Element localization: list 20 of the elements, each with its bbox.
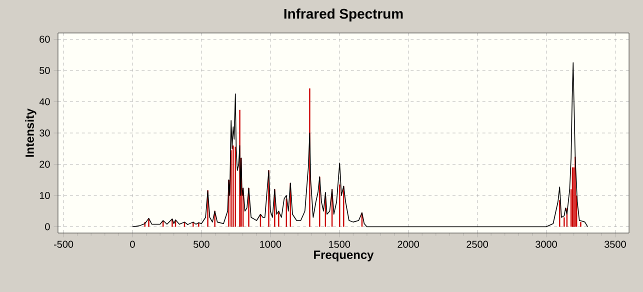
x-tick-label: 1500: [329, 240, 350, 248]
y-tick-label: 20: [40, 160, 50, 168]
x-tick-label: -500: [54, 240, 74, 248]
y-tick-label: 40: [39, 98, 50, 106]
x-tick-label: 3000: [536, 240, 557, 248]
x-tick-label: 0: [130, 240, 135, 248]
x-tick-label: 500: [194, 240, 210, 248]
y-axis-title: Intensity: [25, 108, 36, 157]
chart-title: Infrared Spectrum: [284, 8, 403, 22]
x-tick-label: 3500: [604, 240, 626, 248]
y-tick-label: 50: [40, 66, 50, 74]
x-tick-label: 2000: [398, 240, 420, 248]
y-tick-label: 30: [40, 129, 50, 137]
x-tick-label: 1000: [260, 240, 282, 248]
x-axis-title: Frequency: [314, 250, 374, 262]
x-tick-label: 2500: [466, 240, 488, 248]
line-series: [132, 62, 588, 228]
y-tick-label: 10: [40, 192, 50, 200]
y-tick-label: 0: [45, 223, 50, 230]
y-tick-label: 60: [40, 36, 50, 43]
